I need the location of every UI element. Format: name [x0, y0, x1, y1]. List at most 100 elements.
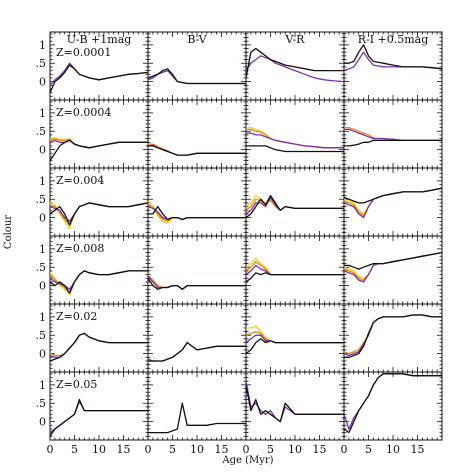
- y-tick-label: 1: [39, 175, 46, 188]
- panel-r0-c2: V-R: [245, 31, 345, 101]
- series-black-line: [344, 373, 442, 434]
- y-tick-label: .5: [36, 193, 47, 206]
- series-black-line: [344, 139, 442, 147]
- series-black-line: [246, 145, 344, 153]
- panel-r4-c3: [343, 303, 443, 373]
- panel-r5-c1: 0 5 10 15: [145, 371, 247, 456]
- series-orange-line: [344, 126, 442, 142]
- y-tick-label: 1: [39, 311, 46, 324]
- panel-r2-c2: [245, 167, 345, 237]
- panel-series-group: [246, 381, 344, 423]
- series-black-line: [50, 202, 148, 226]
- series-purple-line: [50, 139, 148, 149]
- panel-r3-c1: [147, 235, 247, 305]
- series-yellow-line: [344, 187, 442, 215]
- panel-r5-c3: 0 5 10 15: [341, 371, 443, 456]
- panel-frame: [343, 235, 443, 305]
- y-tick-label: 0: [39, 76, 46, 89]
- panel-frame: [245, 303, 345, 373]
- panel-series-group: [148, 68, 246, 85]
- panel-series-group: [148, 402, 246, 434]
- panel-series-group: [148, 274, 246, 290]
- column-label: B-V: [187, 33, 207, 46]
- row-label: Z=0.008: [56, 242, 104, 255]
- x-tick-label: 10: [288, 443, 302, 456]
- panel-series-group: [50, 398, 148, 437]
- panel-frame: [147, 303, 247, 373]
- series-black-line: [246, 338, 344, 355]
- column-label: R-I +0.5mag: [358, 33, 429, 46]
- series-black-line: [50, 64, 148, 93]
- series-purple-line: [246, 55, 344, 83]
- panel-series-group: [246, 257, 344, 283]
- panel-frame: [343, 167, 443, 237]
- panel-frame: [147, 167, 247, 237]
- series-yellow-line: [246, 126, 344, 149]
- row-label: Z=0.02: [56, 310, 97, 323]
- series-black-line: [344, 314, 442, 358]
- panel-r5-c2: 0 5 10 15: [243, 371, 345, 456]
- series-black-line: [50, 139, 148, 161]
- x-tick-label: 5: [71, 443, 78, 456]
- x-tick-label: 5: [267, 443, 274, 456]
- x-tick-label: 10: [92, 443, 106, 456]
- x-tick-label: 15: [411, 443, 425, 456]
- series-black-line: [344, 187, 442, 204]
- x-tick-label: 0: [145, 443, 152, 456]
- panel-series-group: [148, 341, 246, 362]
- panel-frame: [245, 235, 345, 305]
- x-tick-label: 15: [215, 443, 229, 456]
- panel-r2-c1: [147, 167, 247, 237]
- panel-series-group: [50, 332, 148, 362]
- series-black-line: [148, 68, 246, 85]
- y-tick-label: 0: [39, 144, 46, 157]
- x-tick-label: 15: [313, 443, 327, 456]
- panel-r4-c2: [245, 303, 345, 373]
- panel-r2-c3: [343, 167, 443, 237]
- panel-series-group: [344, 126, 442, 147]
- column-label: U-B +1mag: [67, 33, 132, 46]
- panel-frame: [147, 99, 247, 169]
- series-black-line: [246, 194, 344, 219]
- y-tick-label: .5: [36, 261, 47, 274]
- x-tick-label: 0: [341, 443, 348, 456]
- series-black-line: [148, 205, 246, 221]
- row-label: Z=0.0004: [56, 106, 111, 119]
- panel-series-group: [148, 143, 246, 156]
- series-black-line: [246, 47, 344, 79]
- series-purple-line: [246, 264, 344, 276]
- panel-series-group: [50, 202, 148, 230]
- y-tick-label: 1: [39, 243, 46, 256]
- panel-series-group: [344, 314, 442, 358]
- panel-series-group: [246, 325, 344, 355]
- panel-r0-c3: R-I +0.5mag: [343, 31, 443, 101]
- x-axis-label: Age (Myr): [221, 455, 273, 466]
- series-black-line: [246, 384, 344, 423]
- series-yellow-line: [246, 257, 344, 276]
- panel-r1-c1: [147, 99, 247, 169]
- panel-frame: [245, 371, 345, 441]
- x-tick-label: 10: [190, 443, 204, 456]
- y-axis-label: Colour: [3, 215, 14, 249]
- series-purple-line: [246, 381, 344, 423]
- series-black-line: [50, 332, 148, 362]
- y-tick-label: .5: [36, 397, 47, 410]
- series-orange-line: [344, 314, 442, 355]
- panel-r2-c0: 0 .5 1 Z=0.004: [36, 167, 149, 237]
- series-black-line: [50, 398, 148, 437]
- y-tick-label: 0: [39, 348, 46, 361]
- x-tick-label: 0: [243, 443, 250, 456]
- series-purple-line: [246, 132, 344, 149]
- series-yellow-line: [50, 202, 148, 230]
- row-label: Z=0.05: [56, 378, 97, 391]
- panel-series-group: [246, 194, 344, 219]
- y-tick-label: .5: [36, 125, 47, 138]
- series-black-line: [344, 44, 442, 70]
- panel-series-group: [50, 270, 148, 296]
- series-black-line: [148, 402, 246, 434]
- series-purple-line: [50, 400, 148, 434]
- y-tick-label: 0: [39, 212, 46, 225]
